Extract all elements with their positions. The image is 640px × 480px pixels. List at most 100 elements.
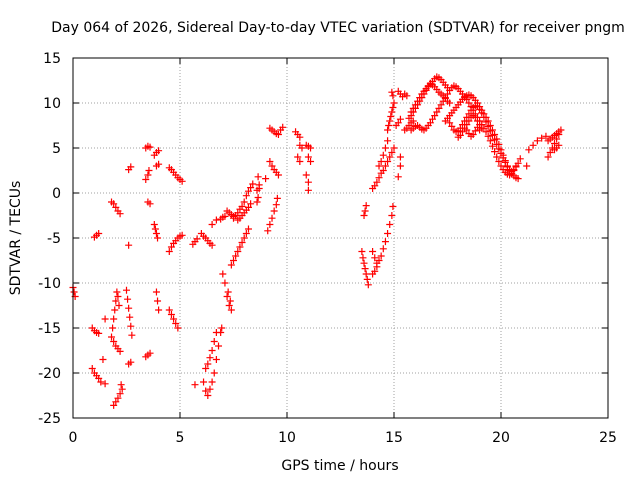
plot-frame xyxy=(72,57,609,419)
data-point xyxy=(146,200,154,208)
y-tick-labels: -25 -20 -15 -10 -5 0 5 10 15 xyxy=(38,51,61,427)
data-point xyxy=(262,175,270,183)
data-point xyxy=(212,356,220,363)
data-point xyxy=(396,153,404,161)
data-point xyxy=(471,113,479,121)
data-point xyxy=(426,119,434,127)
data-point xyxy=(145,167,153,174)
data-point xyxy=(482,128,490,136)
data-point xyxy=(126,313,134,321)
data-point xyxy=(403,92,411,100)
data-point xyxy=(215,342,223,350)
y-tick-label: -5 xyxy=(47,231,61,247)
data-point xyxy=(307,144,315,152)
data-point xyxy=(95,230,103,237)
data-point xyxy=(495,158,503,165)
data-point xyxy=(381,238,389,246)
data-point xyxy=(390,99,398,107)
data-point xyxy=(538,134,546,142)
data-point xyxy=(264,227,272,235)
data-point xyxy=(232,252,240,260)
data-point xyxy=(493,140,501,148)
data-point xyxy=(388,149,396,156)
data-point xyxy=(389,104,397,111)
data-point xyxy=(381,144,389,152)
data-point xyxy=(108,333,116,341)
data-point xyxy=(101,315,109,323)
data-point xyxy=(210,338,218,345)
y-tick-label: -20 xyxy=(38,366,61,382)
x-axis-title: GPS time / hours xyxy=(281,458,398,474)
data-point xyxy=(375,162,383,170)
data-point xyxy=(491,148,499,156)
data-point xyxy=(484,122,492,130)
y-tick-label: -25 xyxy=(38,411,61,427)
data-point xyxy=(441,94,449,102)
y-tick-label: 15 xyxy=(43,51,61,67)
data-point xyxy=(435,104,443,112)
data-point xyxy=(208,378,216,386)
data-point xyxy=(244,225,252,233)
data-point xyxy=(95,374,103,382)
data-point xyxy=(510,166,518,174)
data-point xyxy=(304,186,312,194)
y-tick-label: -15 xyxy=(38,321,61,337)
data-point xyxy=(210,369,218,377)
data-point xyxy=(389,203,397,210)
data-point xyxy=(465,110,473,118)
data-point xyxy=(533,137,541,145)
data-point xyxy=(456,131,464,139)
x-tick-label: 25 xyxy=(599,430,617,446)
data-point xyxy=(362,270,370,278)
data-point xyxy=(227,306,235,314)
data-point xyxy=(204,392,212,399)
data-point xyxy=(444,90,451,98)
data-point xyxy=(112,398,120,406)
data-point xyxy=(167,311,175,318)
data-point xyxy=(128,331,136,339)
data-point xyxy=(114,394,122,402)
data-point xyxy=(155,306,163,314)
data-point xyxy=(360,212,368,219)
data-point xyxy=(512,162,520,170)
data-point xyxy=(240,198,248,206)
y-axis-title: SDTVAR / TECUs xyxy=(8,181,24,296)
data-point xyxy=(371,182,379,190)
data-points xyxy=(69,73,565,409)
data-point xyxy=(371,254,379,262)
data-point xyxy=(396,162,404,170)
data-point xyxy=(242,192,250,200)
data-point xyxy=(279,123,287,131)
data-point xyxy=(439,97,447,105)
data-point xyxy=(110,200,118,208)
data-point xyxy=(236,243,244,251)
data-point xyxy=(387,113,395,120)
data-point xyxy=(375,174,383,182)
data-point xyxy=(431,112,439,120)
data-point xyxy=(388,212,396,219)
data-point xyxy=(234,209,242,217)
data-point xyxy=(127,358,135,366)
data-point xyxy=(465,117,473,125)
data-point xyxy=(202,387,210,395)
x-tick-label: 15 xyxy=(385,430,403,446)
data-point xyxy=(480,113,488,121)
data-point xyxy=(152,288,160,296)
data-point xyxy=(240,234,248,242)
data-point xyxy=(486,127,494,135)
data-point xyxy=(191,381,199,389)
x-tick-label: 10 xyxy=(278,430,296,446)
data-point xyxy=(476,126,484,134)
data-point xyxy=(142,176,150,183)
x-tick-label: 5 xyxy=(176,430,185,446)
data-point xyxy=(110,315,118,323)
data-point xyxy=(234,248,242,255)
data-point xyxy=(296,158,304,165)
data-point xyxy=(394,173,402,181)
chart-title: Day 064 of 2026, Sidereal Day-to-day VTE… xyxy=(51,20,625,36)
x-tick-label: 0 xyxy=(69,430,78,446)
data-point xyxy=(115,302,123,309)
data-point xyxy=(361,265,369,273)
data-point xyxy=(255,181,263,189)
data-point xyxy=(525,146,533,154)
